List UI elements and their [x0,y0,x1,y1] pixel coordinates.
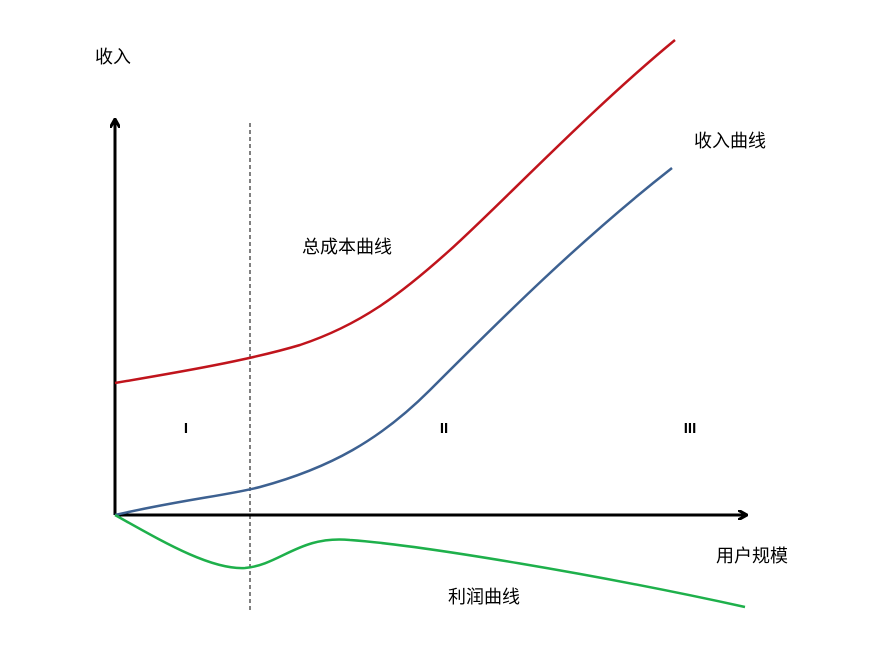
stage-label: II [440,420,448,437]
cost-curve [114,39,676,385]
curve-label: 收入曲线 [694,131,766,152]
stage-label: III [684,420,697,437]
profit-curve [114,513,746,609]
y-axis-label: 收入 [95,47,131,68]
curve-label: 总成本曲线 [302,237,392,258]
stage-label: I [184,420,188,437]
curve-label: 利润曲线 [448,587,520,608]
revenue-curve [114,167,673,517]
x-axis-label: 用户规模 [716,546,788,567]
